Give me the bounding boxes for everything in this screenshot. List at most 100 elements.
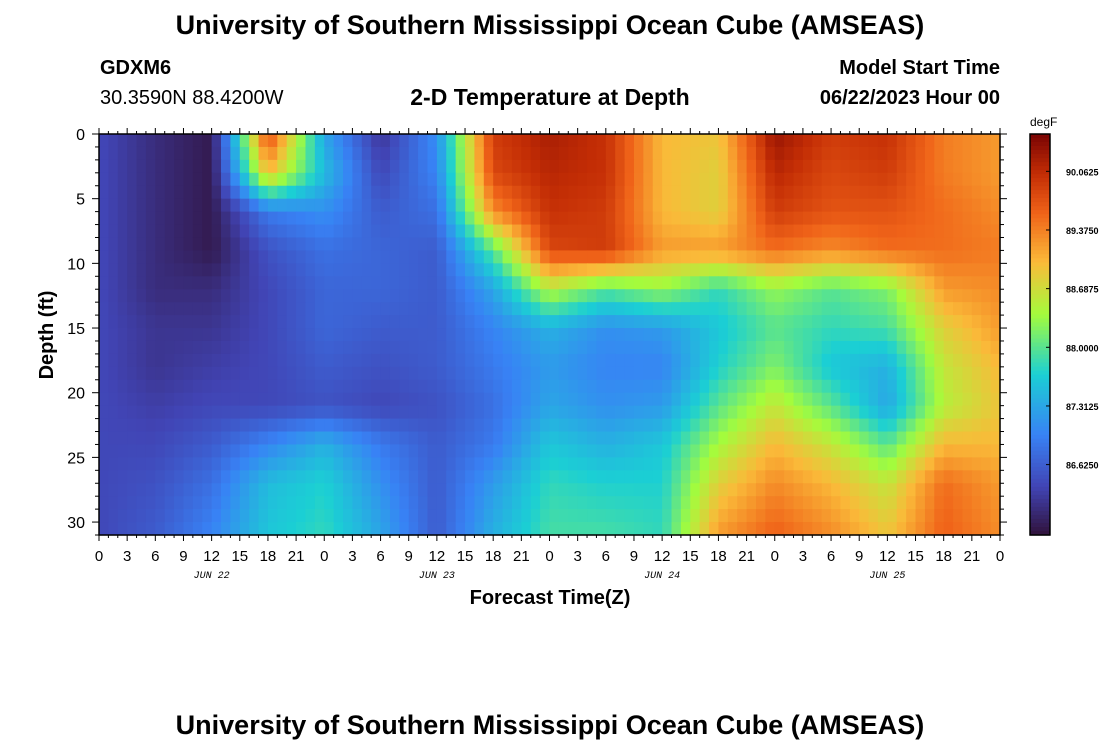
heatmap-cell xyxy=(343,198,354,213)
heatmap-cell xyxy=(755,289,766,303)
heatmap-cell xyxy=(192,159,203,174)
heatmap-cell xyxy=(718,211,729,226)
heatmap-cell xyxy=(793,289,804,303)
heatmap-cell xyxy=(981,392,992,407)
heatmap-cell xyxy=(568,496,579,510)
heatmap-cell xyxy=(971,185,982,200)
heatmap-cell xyxy=(709,211,720,226)
heatmap-cell xyxy=(549,496,560,510)
x-tick-label: 9 xyxy=(855,548,863,565)
heatmap-cell xyxy=(333,340,344,355)
heatmap-cell xyxy=(145,237,156,252)
heatmap-cell xyxy=(924,405,935,420)
heatmap-cell xyxy=(605,172,616,187)
heatmap-cell xyxy=(239,263,250,277)
heatmap-cell xyxy=(211,159,222,174)
heatmap-cell xyxy=(971,431,982,446)
heatmap-cell xyxy=(502,289,513,303)
heatmap-cell xyxy=(934,483,945,497)
heatmap-cell xyxy=(145,522,156,536)
heatmap-cell xyxy=(305,302,316,316)
heatmap-cell xyxy=(418,509,429,523)
heatmap-cell xyxy=(765,328,776,342)
heatmap-cell xyxy=(286,405,297,420)
heatmap-cell xyxy=(784,172,795,187)
heatmap-cell xyxy=(117,328,128,342)
heatmap-cell xyxy=(286,172,297,187)
heatmap-cell xyxy=(971,315,982,329)
heatmap-cell xyxy=(418,379,429,394)
heatmap-cell xyxy=(305,392,316,407)
heatmap-cell xyxy=(596,470,607,484)
station-id: GDXM6 xyxy=(100,57,172,79)
heatmap-cells xyxy=(99,134,1001,536)
heatmap-cell xyxy=(877,276,888,290)
heatmap-cell xyxy=(286,444,297,458)
heatmap-cell xyxy=(155,509,166,523)
heatmap-cell xyxy=(117,172,128,187)
heatmap-cell xyxy=(765,392,776,407)
heatmap-cell xyxy=(352,405,363,420)
heatmap-cell xyxy=(699,496,710,510)
heatmap-cell xyxy=(915,146,926,161)
heatmap-cell xyxy=(145,263,156,277)
heatmap-cell xyxy=(389,134,400,148)
heatmap-cell xyxy=(568,328,579,342)
heatmap-cell xyxy=(314,263,325,277)
heatmap-cell xyxy=(793,496,804,510)
heatmap-cell xyxy=(802,509,813,523)
heatmap-cell xyxy=(840,431,851,446)
heatmap-cell xyxy=(455,522,466,536)
heatmap-cell xyxy=(296,522,307,536)
x-axis: 0 3 6 9 12 15 18 21 0 3 6 9 12 15 18 21 0 3 6 9 12 15 18 21 0 3 6 9… xyxy=(95,128,1004,582)
heatmap-cell xyxy=(221,263,231,277)
heatmap-cell xyxy=(868,483,879,497)
y-tick-label: 5 xyxy=(76,192,85,209)
heatmap-cell xyxy=(221,522,231,536)
heatmap-cell xyxy=(784,496,795,510)
heatmap-cell xyxy=(436,379,447,394)
heatmap-cell xyxy=(915,418,926,433)
heatmap-cell xyxy=(511,250,522,264)
heatmap-cell xyxy=(709,392,720,407)
heatmap-cell xyxy=(455,340,466,355)
heatmap-cell xyxy=(680,302,691,316)
heatmap-cell xyxy=(605,211,616,226)
heatmap-cell xyxy=(709,302,720,316)
heatmap-cell xyxy=(361,134,372,148)
heatmap-cell xyxy=(239,483,250,497)
heatmap-cell xyxy=(549,366,560,381)
heatmap-cell xyxy=(943,224,954,239)
heatmap-cell xyxy=(934,224,945,239)
heatmap-cell xyxy=(633,392,644,407)
heatmap-cell xyxy=(455,496,466,510)
heatmap-cell xyxy=(690,328,701,342)
heatmap-cell xyxy=(896,237,907,252)
heatmap-cell xyxy=(408,470,419,484)
heatmap-cell xyxy=(230,470,241,484)
heatmap-cell xyxy=(361,509,372,523)
heatmap-cell xyxy=(718,134,729,148)
heatmap-cell xyxy=(296,328,307,342)
heatmap-cell xyxy=(192,483,203,497)
heatmap-cell xyxy=(577,315,588,329)
heatmap-cell xyxy=(849,185,860,200)
heatmap-cell xyxy=(924,134,935,148)
x-tick-label: 3 xyxy=(573,548,581,565)
heatmap-cell xyxy=(399,509,410,523)
heatmap-cell xyxy=(418,159,429,174)
heatmap-cell xyxy=(906,146,917,161)
heatmap-cell xyxy=(831,198,842,213)
heatmap-cell xyxy=(333,457,344,471)
heatmap-cell xyxy=(521,457,532,471)
colorbar-swatch xyxy=(1030,494,1050,500)
colorbar-swatch xyxy=(1030,454,1050,460)
heatmap-cell xyxy=(877,509,888,523)
heatmap-cell xyxy=(455,289,466,303)
heatmap-cell xyxy=(286,431,297,446)
heatmap-cell xyxy=(192,172,203,187)
heatmap-cell xyxy=(793,263,804,277)
heatmap-cell xyxy=(690,146,701,161)
heatmap-cell xyxy=(502,444,513,458)
heatmap-cell xyxy=(296,276,307,290)
